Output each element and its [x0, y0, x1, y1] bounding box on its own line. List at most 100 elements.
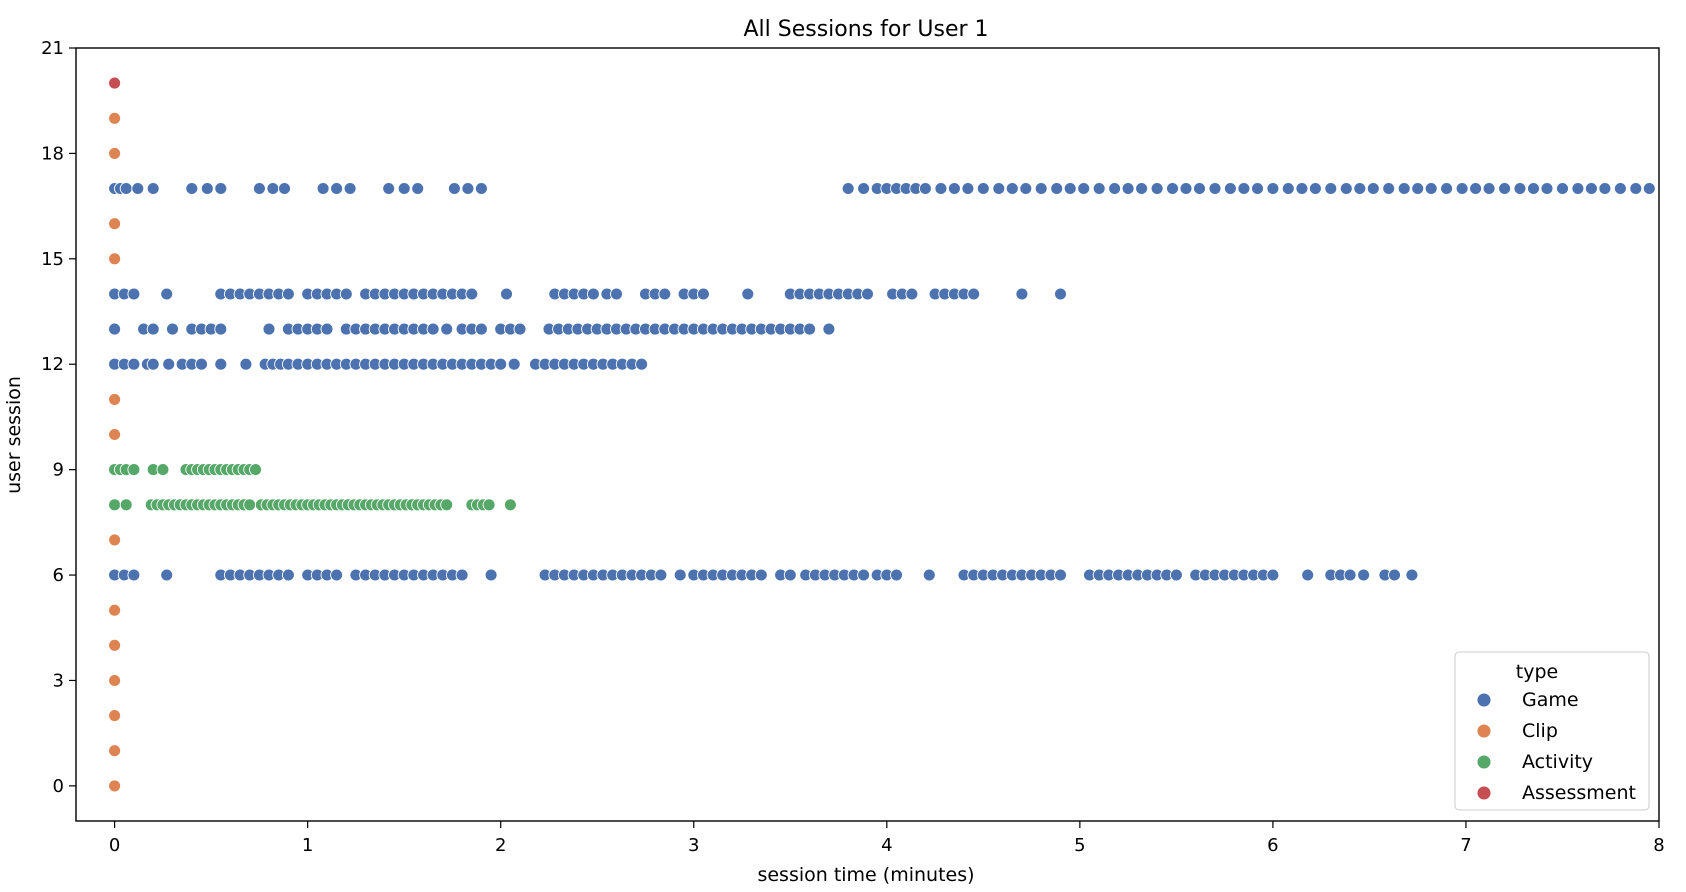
point-game — [162, 357, 176, 371]
point-game — [316, 182, 330, 195]
point-game — [1353, 182, 1367, 195]
legend-box — [1454, 651, 1650, 811]
point-game — [195, 357, 208, 371]
point-game — [200, 182, 214, 195]
point-game — [922, 568, 936, 582]
point-game — [1498, 182, 1512, 195]
point-game — [513, 322, 527, 336]
point-game — [1324, 182, 1338, 195]
point-game — [1266, 568, 1280, 582]
point-game — [967, 287, 981, 301]
point-activity — [249, 463, 262, 477]
point-game — [1063, 182, 1077, 195]
point-game — [127, 287, 141, 301]
point-game — [494, 357, 508, 371]
chart-title: All Sessions for User 1 — [743, 17, 988, 42]
point-game — [330, 568, 344, 582]
point-game — [1251, 182, 1264, 195]
point-game — [1193, 182, 1206, 195]
point-game — [474, 182, 488, 195]
point-game — [1357, 568, 1371, 582]
point-activity — [243, 498, 257, 512]
point-game — [507, 357, 521, 371]
point-game — [1629, 182, 1643, 195]
point-activity — [503, 498, 517, 512]
point-clip — [108, 217, 122, 231]
point-game — [1642, 182, 1656, 195]
point-game — [281, 287, 295, 301]
point-game — [1556, 182, 1569, 195]
y-axis-label: user session — [3, 376, 25, 494]
point-game — [1281, 182, 1295, 195]
point-game — [905, 287, 919, 301]
point-game — [160, 568, 174, 582]
x-tick-label: 3 — [688, 835, 699, 856]
point-game — [1237, 182, 1251, 195]
point-game — [1301, 568, 1315, 582]
point-game — [440, 322, 454, 336]
point-game — [262, 322, 276, 336]
point-game — [1455, 182, 1469, 195]
point-clip — [108, 638, 122, 652]
point-game — [339, 287, 353, 301]
point-game — [1469, 182, 1483, 195]
point-game — [1584, 182, 1598, 195]
x-tick-label: 5 — [1074, 835, 1085, 856]
y-tick-label: 15 — [41, 249, 64, 270]
point-activity — [127, 463, 141, 477]
point-game — [1266, 182, 1280, 195]
legend-label-game: Game — [1522, 689, 1579, 711]
point-game — [1092, 182, 1106, 195]
point-activity — [482, 498, 496, 512]
point-game — [278, 182, 291, 195]
point-game — [1482, 182, 1496, 195]
point-game — [741, 287, 755, 301]
point-game — [1295, 182, 1309, 195]
series-game — [108, 182, 1656, 582]
y-tick-label: 6 — [53, 565, 64, 586]
point-game — [1135, 182, 1149, 195]
point-game — [754, 568, 768, 582]
point-game — [426, 322, 440, 336]
point-game — [455, 568, 469, 582]
point-clip — [108, 779, 122, 793]
point-game — [382, 182, 396, 195]
point-clip — [108, 603, 122, 617]
x-tick-label: 6 — [1267, 835, 1278, 856]
point-game — [1005, 182, 1019, 195]
point-game — [890, 568, 903, 582]
legend-label-assessment: Assessment — [1522, 782, 1636, 804]
point-game — [343, 182, 357, 195]
point-game — [1169, 568, 1183, 582]
point-game — [1411, 182, 1425, 195]
point-game — [1108, 182, 1122, 195]
point-game — [214, 182, 228, 195]
point-clip — [108, 674, 122, 687]
point-game — [127, 568, 141, 582]
legend-marker-assessment — [1476, 785, 1492, 801]
point-game — [1424, 182, 1438, 195]
point-game — [1540, 182, 1554, 195]
point-clip — [108, 252, 122, 266]
legend-label-activity: Activity — [1522, 751, 1593, 773]
point-game — [146, 322, 160, 336]
point-game — [861, 287, 874, 301]
point-game — [166, 322, 179, 336]
point-game — [992, 182, 1006, 195]
plot-frame — [75, 47, 1660, 822]
point-clip — [108, 709, 122, 723]
point-activity — [119, 498, 133, 512]
point-game — [1077, 182, 1091, 195]
point-clip — [108, 146, 122, 160]
point-game — [281, 568, 295, 582]
legend: type Game Clip Activity Assessment — [1454, 651, 1650, 811]
point-game — [947, 182, 961, 195]
point-game — [586, 287, 600, 301]
x-tick-label: 1 — [302, 835, 313, 856]
point-game — [1343, 568, 1357, 582]
point-game — [918, 182, 932, 195]
point-game — [1527, 182, 1540, 195]
data-points — [108, 76, 1656, 793]
point-game — [484, 568, 498, 582]
